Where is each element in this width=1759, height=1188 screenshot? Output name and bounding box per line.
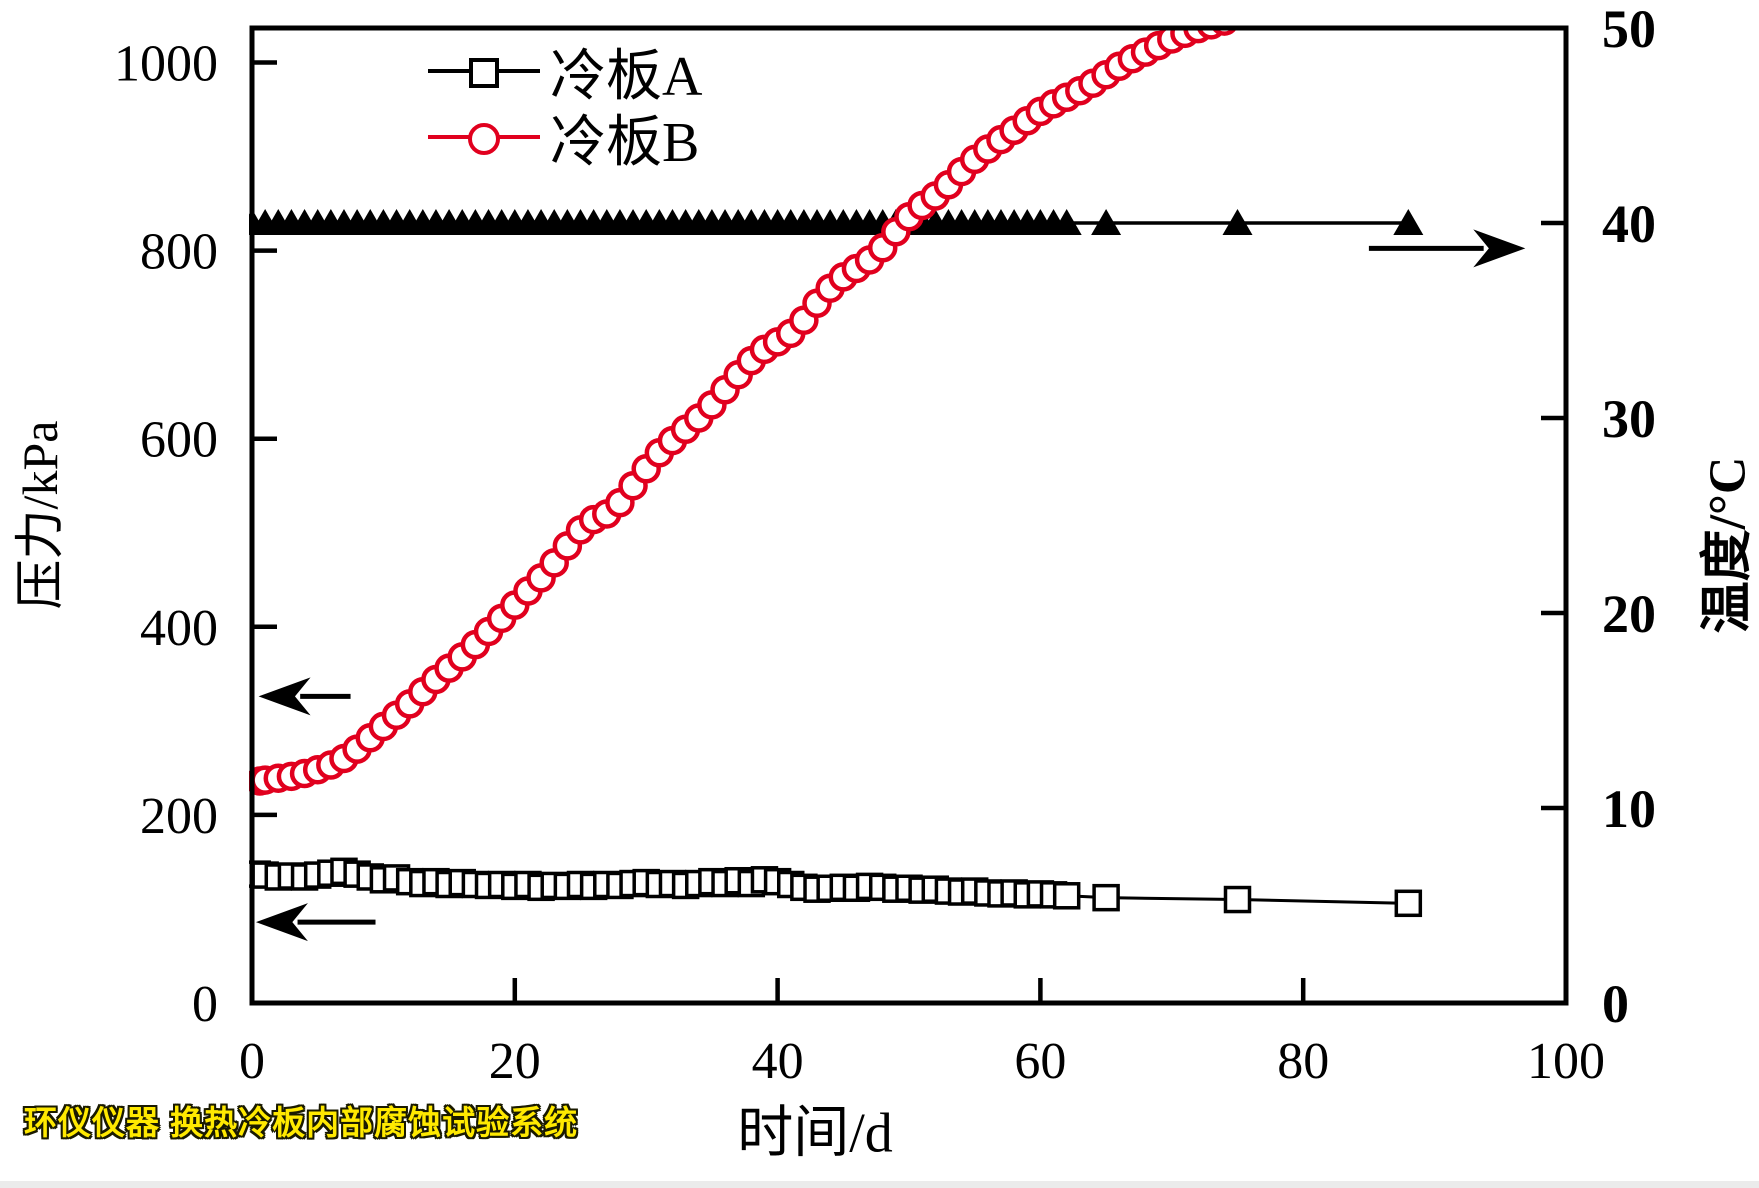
axis-ticks-and-labels: 0 200 400 600 800 1000 0 10 20 30 40 50 0 20 40 60 80 100 xyxy=(114,0,1656,1090)
triangle-marker xyxy=(1393,209,1424,235)
legend: 冷板A 冷板B xyxy=(428,40,702,174)
temperature-arrow-icon xyxy=(1368,229,1526,268)
y-left-tick-label: 200 xyxy=(140,788,218,845)
y-left-tick-label: 600 xyxy=(140,412,218,469)
y-right-tick-label: 20 xyxy=(1602,584,1656,644)
y-right-axis-title: 温度/°C xyxy=(1699,456,1757,634)
x-tick-label: 100 xyxy=(1527,1033,1605,1090)
pressure-arrow-plate-b-icon xyxy=(258,677,351,716)
legend-item-plate-a: 冷板A xyxy=(428,40,702,108)
triangle-marker xyxy=(1091,209,1122,235)
y-left-tick-label: 1000 xyxy=(114,36,218,93)
open-square-marker-icon xyxy=(469,58,499,88)
triangle-marker xyxy=(1222,209,1253,235)
x-axis-title: 时间/d xyxy=(737,1102,893,1165)
series-layer xyxy=(249,26,1424,918)
y-right-tick-label: 10 xyxy=(1602,779,1656,839)
y-right-tick-label: 50 xyxy=(1602,0,1656,59)
x-tick-label: 0 xyxy=(239,1033,265,1090)
legend-line-red xyxy=(428,123,540,155)
plate-b-series xyxy=(249,26,1239,796)
watermark-text: 环仪仪器 换热冷板内部腐蚀试验系统 xyxy=(24,1104,579,1141)
temperature-series xyxy=(249,209,1424,235)
x-tick-label: 60 xyxy=(1014,1033,1066,1090)
x-tick-label: 80 xyxy=(1277,1033,1329,1090)
y-left-tick-label: 800 xyxy=(140,224,218,281)
open-circle-marker-icon xyxy=(468,123,500,155)
bottom-strip xyxy=(0,1181,1759,1188)
plate-a-series xyxy=(249,857,1423,918)
square-marker xyxy=(1223,885,1252,914)
y-left-tick-label: 400 xyxy=(140,600,218,657)
square-marker xyxy=(1394,889,1423,918)
y-left-axis-title: 压力/kPa xyxy=(12,420,68,610)
x-tick-label: 20 xyxy=(489,1033,541,1090)
square-marker xyxy=(1052,882,1081,910)
plot-box xyxy=(249,25,1569,1006)
x-tick-label: 40 xyxy=(752,1033,804,1090)
square-marker xyxy=(1092,883,1120,912)
y-left-tick-label: 0 xyxy=(192,976,218,1033)
y-right-tick-label: 0 xyxy=(1602,974,1629,1034)
pressure-arrow-plate-a-icon xyxy=(255,903,376,942)
triangle-marker xyxy=(1051,209,1082,235)
y-right-tick-label: 30 xyxy=(1602,389,1656,449)
legend-item-plate-b: 冷板B xyxy=(428,106,702,174)
legend-label-plate-a: 冷板A xyxy=(550,45,703,108)
legend-label-plate-b: 冷板B xyxy=(550,111,700,174)
y-right-tick-label: 40 xyxy=(1602,194,1656,254)
legend-line-black xyxy=(428,58,540,88)
